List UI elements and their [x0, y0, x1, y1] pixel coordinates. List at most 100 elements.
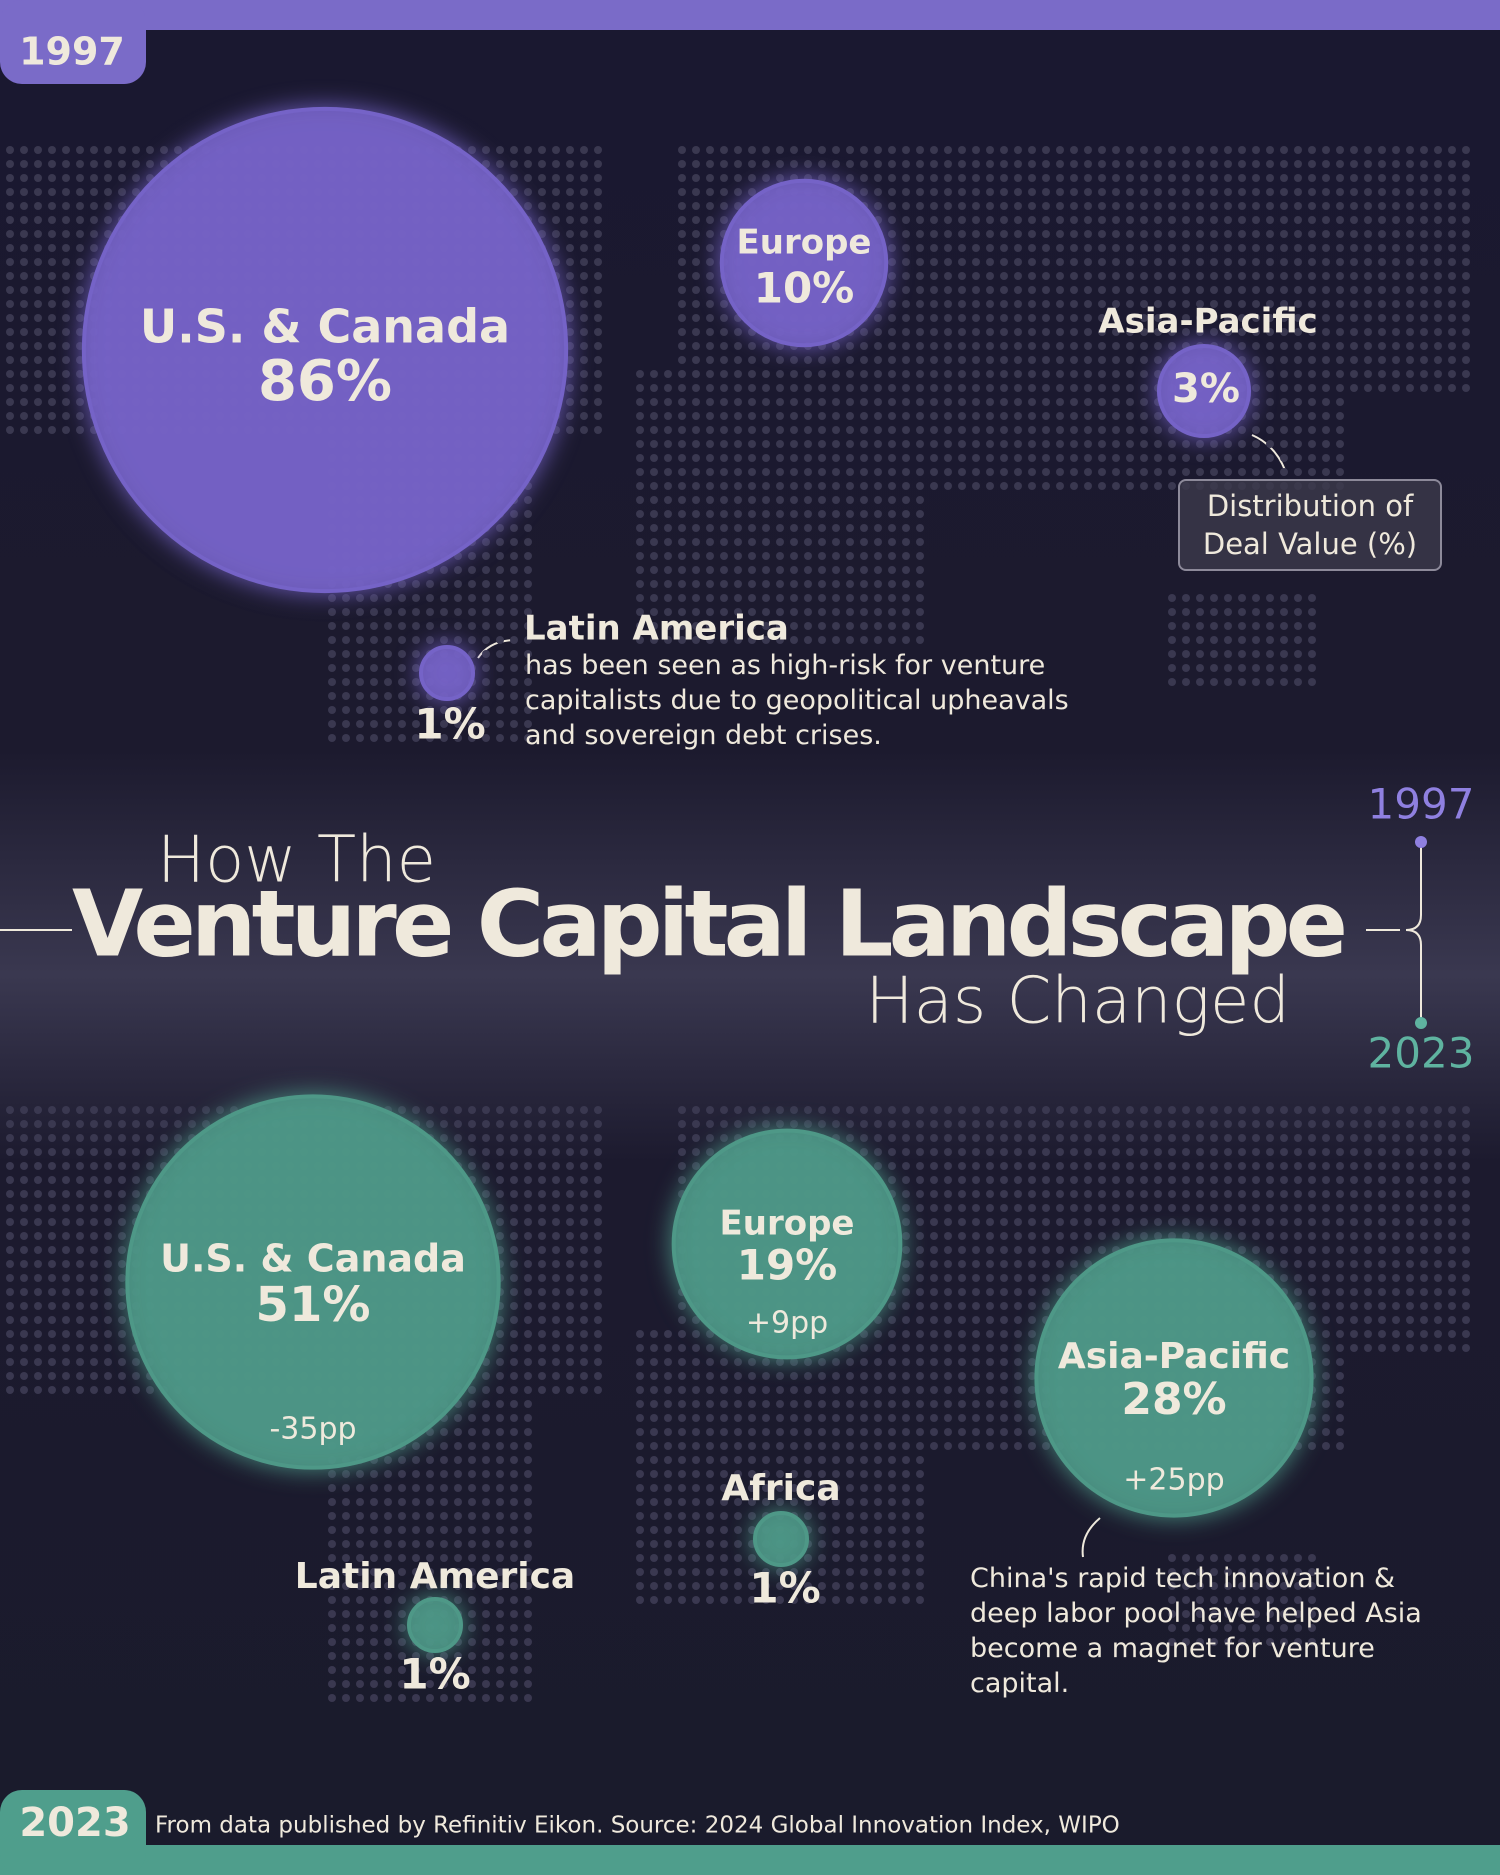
- map-dot: [804, 370, 812, 378]
- map-dot: [930, 1288, 938, 1296]
- map-dot: [930, 1344, 938, 1352]
- map-dot: [1322, 1274, 1330, 1282]
- map-dot: [1196, 272, 1204, 280]
- map-dot: [720, 174, 728, 182]
- map-dot: [34, 1232, 42, 1240]
- map-dot: [1042, 1246, 1050, 1254]
- note-arrow: [1251, 434, 1286, 471]
- map-dot: [818, 496, 826, 504]
- map-dot: [1252, 678, 1260, 686]
- map-dot: [1322, 1134, 1330, 1142]
- map-dot: [720, 1372, 728, 1380]
- map-dot: [678, 552, 686, 560]
- map-dot: [972, 384, 980, 392]
- map-dot: [804, 608, 812, 616]
- map-dot: [1420, 384, 1428, 392]
- map-dot: [1448, 1274, 1456, 1282]
- map-dot: [496, 566, 504, 574]
- map-dot: [6, 1218, 14, 1226]
- map-dot: [860, 328, 868, 336]
- map-dot: [1294, 454, 1302, 462]
- map-dot: [930, 1204, 938, 1212]
- map-dot: [888, 230, 896, 238]
- map-dot: [678, 160, 686, 168]
- map-dot: [692, 1344, 700, 1352]
- map-dot: [1266, 468, 1274, 476]
- map-dot: [1000, 1232, 1008, 1240]
- map-dot: [1154, 440, 1162, 448]
- map-dot: [1014, 356, 1022, 364]
- map-dot: [636, 580, 644, 588]
- map-dot: [734, 622, 742, 630]
- map-dot: [370, 636, 378, 644]
- map-dot: [1364, 1232, 1372, 1240]
- map-dot: [1322, 1260, 1330, 1268]
- map-dot: [1322, 1232, 1330, 1240]
- map-dot: [538, 202, 546, 210]
- map-dot: [832, 538, 840, 546]
- map-dot: [34, 1218, 42, 1226]
- map-dot: [1112, 314, 1120, 322]
- map-dot: [1378, 1134, 1386, 1142]
- map-dot: [1448, 160, 1456, 168]
- map-dot: [776, 468, 784, 476]
- map-dot: [76, 314, 84, 322]
- map-dot: [1252, 146, 1260, 154]
- map-dot: [916, 258, 924, 266]
- map-dot: [804, 440, 812, 448]
- map-dot: [916, 482, 924, 490]
- map-dot: [958, 1246, 966, 1254]
- map-dot: [678, 580, 686, 588]
- map-dot: [1140, 454, 1148, 462]
- map-dot: [846, 454, 854, 462]
- map-dot: [888, 286, 896, 294]
- map-dot: [1098, 230, 1106, 238]
- map-dot: [468, 1134, 476, 1142]
- map-dot: [1406, 286, 1414, 294]
- map-dot: [1252, 384, 1260, 392]
- map-dot: [1392, 258, 1400, 266]
- map-dot: [720, 216, 728, 224]
- map-dot: [1420, 230, 1428, 238]
- map-dot: [76, 1218, 84, 1226]
- map-dot: [1140, 286, 1148, 294]
- map-dot: [790, 552, 798, 560]
- map-dot: [972, 1288, 980, 1296]
- map-dot: [1042, 230, 1050, 238]
- map-dot: [482, 146, 490, 154]
- map-dot: [580, 342, 588, 350]
- map-dot: [986, 216, 994, 224]
- map-dot: [1378, 1344, 1386, 1352]
- map-dot: [1084, 1246, 1092, 1254]
- map-dot: [930, 1120, 938, 1128]
- map-dot: [1434, 1218, 1442, 1226]
- map-dot: [1308, 398, 1316, 406]
- map-dot: [1014, 258, 1022, 266]
- map-dot: [748, 538, 756, 546]
- map-dot: [1168, 1218, 1176, 1226]
- map-dot: [916, 552, 924, 560]
- map-dot: [1448, 188, 1456, 196]
- map-dot: [790, 384, 798, 392]
- map-dot: [1154, 244, 1162, 252]
- map-dot: [1154, 412, 1162, 420]
- map-dot: [1056, 1106, 1064, 1114]
- map-dot: [1448, 1106, 1456, 1114]
- map-dot: [1070, 1148, 1078, 1156]
- map-dot: [790, 412, 798, 420]
- map-dot: [594, 1274, 602, 1282]
- map-dot: [1028, 1344, 1036, 1352]
- map-dot: [1224, 300, 1232, 308]
- map-dot: [356, 636, 364, 644]
- map-dot: [776, 412, 784, 420]
- map-dot: [958, 1106, 966, 1114]
- map-dot: [1462, 160, 1470, 168]
- map-dot: [1294, 1134, 1302, 1142]
- map-dot: [34, 1372, 42, 1380]
- map-dot: [20, 272, 28, 280]
- map-dot: [1336, 468, 1344, 476]
- map-dot: [902, 300, 910, 308]
- map-dot: [1028, 1372, 1036, 1380]
- map-dot: [958, 342, 966, 350]
- map-dot: [1000, 440, 1008, 448]
